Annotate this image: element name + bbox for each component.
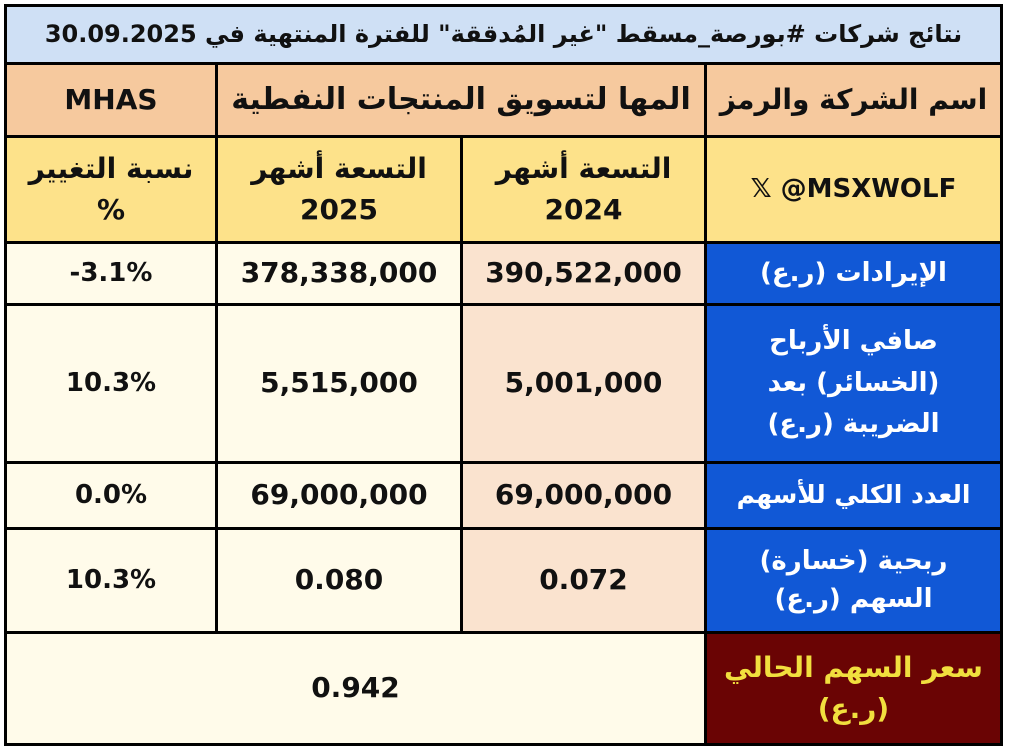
nine-months-2024-header: التسعة أشهر 2024 bbox=[463, 138, 707, 244]
shares-2024: 69,000,000 bbox=[463, 464, 707, 530]
revenue-change: -3.1% bbox=[7, 244, 218, 306]
shares-label: العدد الكلي للأسهم bbox=[707, 464, 1000, 530]
change-header-line1: نسبة التغيير bbox=[28, 151, 194, 185]
revenue-label: الإيرادات (ر.ع) bbox=[707, 244, 1000, 306]
shares-2025: 69,000,000 bbox=[218, 464, 463, 530]
change-column-header: نسبة التغيير % bbox=[7, 138, 218, 244]
company-label: اسم الشركة والرمز bbox=[707, 65, 1000, 138]
net-profit-2025: 5,515,000 bbox=[218, 306, 463, 464]
net-profit-change: 10.3% bbox=[7, 306, 218, 464]
net-profit-label: صافي الأرباح (الخسائر) بعد الضريبة (ر.ع) bbox=[707, 306, 1000, 464]
net-profit-2024: 5,001,000 bbox=[463, 306, 707, 464]
eps-change: 10.3% bbox=[7, 530, 218, 634]
table-title: نتائج شركات #بورصة_مسقط "غير المُدققة" ل… bbox=[7, 7, 1000, 65]
nm2024-line1: التسعة أشهر bbox=[495, 151, 672, 185]
ticker-symbol: MHAS bbox=[7, 65, 218, 138]
nm2024-line2: 2024 bbox=[544, 192, 623, 226]
x-handle: 𝕏 @MSXWOLF bbox=[707, 138, 1000, 244]
eps-label: ربحية (خسارة) السهم (ر.ع) bbox=[707, 530, 1000, 634]
company-name: المها لتسويق المنتجات النفطية bbox=[218, 65, 707, 138]
nm2025-line2: 2025 bbox=[300, 192, 378, 226]
current-price-label: سعر السهم الحالي (ر.ع) bbox=[707, 634, 1000, 743]
results-table: نتائج شركات #بورصة_مسقط "غير المُدققة" ل… bbox=[4, 4, 1003, 746]
current-price-value: 0.942 bbox=[7, 634, 707, 743]
eps-2025: 0.080 bbox=[218, 530, 463, 634]
revenue-2024: 390,522,000 bbox=[463, 244, 707, 306]
nine-months-2025-header: التسعة أشهر 2025 bbox=[218, 138, 463, 244]
change-header-line2: % bbox=[96, 192, 126, 226]
eps-2024: 0.072 bbox=[463, 530, 707, 634]
shares-change: 0.0% bbox=[7, 464, 218, 530]
nm2025-line1: التسعة أشهر bbox=[251, 151, 427, 185]
revenue-2025: 378,338,000 bbox=[218, 244, 463, 306]
